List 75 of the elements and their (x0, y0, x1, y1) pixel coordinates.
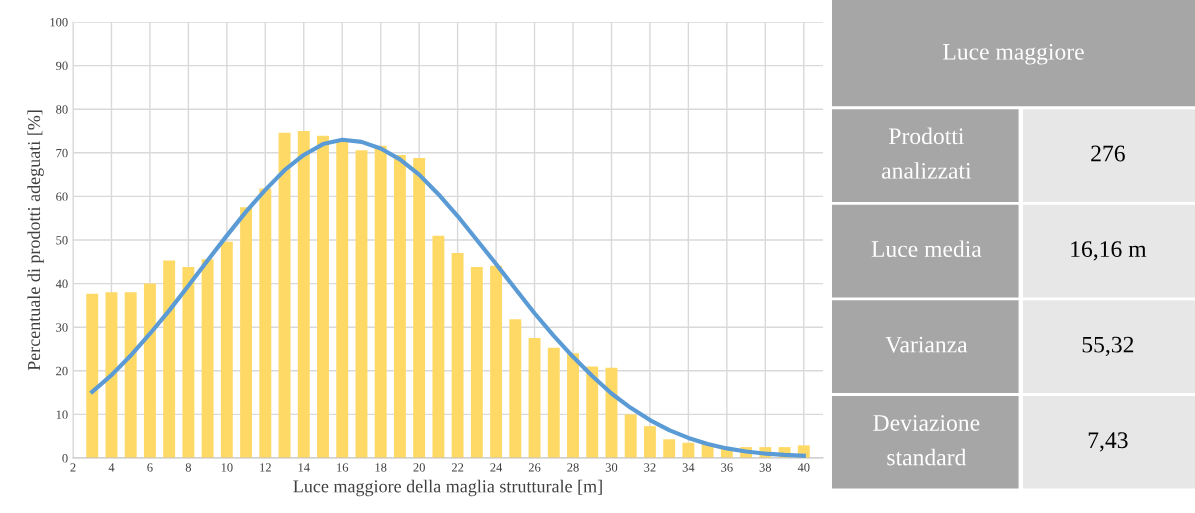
bar (605, 367, 618, 458)
bar (624, 414, 637, 458)
bar (297, 131, 310, 458)
bar (124, 292, 137, 458)
y-tick-label: 20 (56, 366, 68, 376)
bar (490, 265, 503, 458)
bar (240, 207, 253, 458)
bar (163, 260, 176, 458)
bar (105, 292, 118, 458)
bar (259, 188, 272, 458)
bar (547, 347, 560, 458)
x-tick-label: 16 (337, 463, 349, 472)
bar (317, 135, 329, 458)
text: 55,32 (1082, 336, 1134, 356)
y-tick-label: 10 (56, 410, 68, 419)
x-tick-label: 6 (147, 463, 153, 472)
bar (143, 283, 156, 458)
bar (220, 241, 233, 458)
bar (393, 154, 406, 458)
y-tick-label: 60 (56, 192, 68, 201)
bar (374, 145, 387, 458)
bar (586, 366, 599, 458)
bar (182, 267, 195, 458)
y-axis-title: Percentuale di prodotti adeguati [%] (27, 110, 44, 371)
category-label: Prodotti analizzati (881, 127, 972, 179)
bar (278, 132, 291, 458)
x-tick-label: 30 (605, 463, 618, 472)
x-tick-label: 2 (70, 463, 76, 472)
line-series (90, 137, 806, 458)
x-tick-label: 8 (185, 463, 192, 472)
x-tick-label: 22 (451, 463, 464, 472)
x-tick-label: 38 (759, 463, 772, 472)
x-tick-label: 4 (108, 463, 115, 472)
y-tick-label: 70 (56, 148, 68, 158)
bar (663, 439, 676, 458)
bar (432, 235, 445, 458)
x-tick-label: 34 (682, 463, 695, 472)
x-tick-label: 36 (721, 463, 733, 472)
text: 16,16 m (1071, 241, 1147, 261)
x-tick-label: 32 (644, 463, 656, 472)
bar (336, 141, 349, 458)
y-tick-label: 100 (50, 18, 68, 27)
bar (201, 259, 214, 458)
y-tick-label: 0 (62, 454, 68, 463)
text: 7,43 (1088, 432, 1128, 452)
text: 276 (1091, 145, 1125, 162)
bar (567, 353, 579, 458)
x-tick-label: 12 (260, 463, 271, 472)
bar (470, 267, 483, 458)
x-tick-label: 26 (528, 463, 541, 472)
x-tick-label: 10 (221, 463, 233, 472)
category-label: Deviazione standard (873, 415, 980, 466)
y-tick-label: 50 (56, 236, 68, 245)
bar (413, 158, 426, 458)
bar (682, 442, 695, 458)
x-tick-label: 28 (567, 463, 579, 472)
x-tick-label: 40 (797, 463, 810, 472)
x-tick-label: 14 (298, 463, 310, 472)
x-tick-label: 20 (413, 463, 425, 472)
bar (86, 293, 99, 458)
text: Luce maggiore (943, 43, 1084, 65)
bar (355, 150, 368, 458)
x-tick-label: 24 (490, 463, 503, 472)
bar (643, 426, 656, 458)
y-tick-label: 30 (56, 323, 68, 332)
bar (528, 338, 541, 458)
category-label: Varianza (885, 336, 968, 353)
y-tick-label: 90 (56, 61, 68, 71)
x-axis-title: Luce maggiore della maglia strutturale [m] (293, 479, 602, 497)
bar (451, 253, 464, 458)
bar (509, 319, 522, 458)
x-tick-label: 18 (375, 463, 387, 472)
category-label: Luce media (871, 240, 982, 258)
y-tick-label: 40 (55, 279, 68, 289)
y-tick-label: 80 (56, 105, 68, 114)
